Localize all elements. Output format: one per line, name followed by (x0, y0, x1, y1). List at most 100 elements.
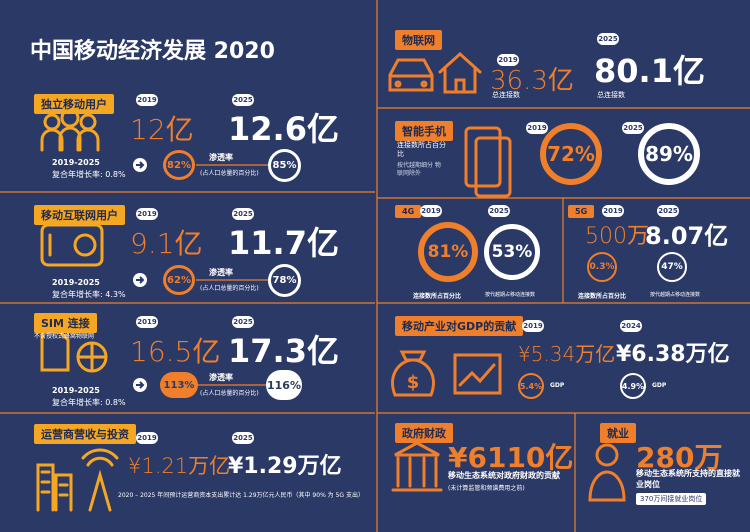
value-2025: ¥1.29万亿 (228, 454, 342, 479)
decoration (79, 113, 97, 131)
year: 2024 (620, 320, 642, 332)
decoration (595, 443, 619, 467)
year: 2019 (602, 205, 624, 217)
year: 2019 (497, 54, 519, 66)
growth-years: 2019-2025 (52, 158, 100, 167)
jobs-value: 280万 (636, 441, 723, 474)
caption: 连接数所占百分比 (413, 293, 462, 300)
decoration (391, 350, 435, 397)
pct-2024: 4.9% (620, 373, 646, 399)
panel-label: 就业 (600, 423, 636, 443)
panel-sublabel: 不含授权式蜂窝物联网 (34, 333, 95, 340)
year: 2025 (232, 208, 254, 220)
value-2019: 36.3亿 (490, 66, 574, 96)
decoration (40, 126, 100, 152)
decoration (136, 161, 145, 389)
caption: 连接数所占百分比 (578, 293, 627, 300)
decoration (388, 58, 434, 92)
year: 2019 (136, 208, 158, 220)
pct-2019: 82% (163, 150, 195, 180)
year: 2025 (622, 122, 644, 134)
dollar-icon: $ (407, 372, 420, 393)
panel-label: 政府财政 (395, 423, 453, 443)
growth-rate: 复合年增长率: 0.8% (52, 398, 126, 407)
year: 2019 (420, 205, 442, 217)
value-2019: 12亿 (130, 113, 194, 146)
year: 2019 (136, 94, 158, 106)
pct-label: 渗透率 (209, 153, 233, 162)
decoration (420, 80, 428, 88)
decoration (136, 161, 145, 389)
decoration (458, 363, 496, 387)
page-title: 中国移动经济发展 2020 (30, 39, 275, 64)
panel-label: 移动产业对GDP的贡献 (395, 316, 524, 336)
value-2025: 17.3亿 (228, 332, 339, 370)
value-2019: 9.1亿 (130, 227, 203, 260)
pct-2019: 62% (163, 265, 195, 295)
pct-note: (占人口总量的百分比) (200, 285, 259, 292)
panel-label: 5G (568, 205, 595, 218)
panel-label: 运营商营收与投资 (34, 424, 136, 444)
year: 2019 (136, 432, 158, 444)
panel-label: SIM 连接 (34, 313, 97, 333)
caption: 按代越期占移动连接数 (650, 292, 701, 298)
pct-caption: GDP (652, 382, 667, 389)
growth-years: 2019-2025 (52, 278, 100, 287)
jobs-caption: 移动生态系统所支持的直接就业岗位 (636, 469, 740, 489)
value-2019: ¥5.34万亿 (518, 342, 616, 366)
year: 2025 (232, 316, 254, 328)
decoration (474, 136, 512, 198)
growth-years: 2019-2025 (52, 386, 100, 395)
value-caption: 总连接数 (597, 91, 625, 99)
pct-2019: 5.4% (518, 373, 544, 399)
decoration (36, 108, 119, 512)
decoration (40, 330, 70, 372)
decoration (453, 353, 502, 395)
pct-2025: 89% (638, 123, 700, 185)
decoration (464, 126, 502, 188)
year: 2025 (232, 94, 254, 106)
year: 2025 (657, 205, 679, 217)
tax-note: (未计算监管和频谱费用之前) (448, 485, 525, 492)
jobs-indirect: 370万间接就业岗位 (636, 493, 707, 505)
pct-label: 渗透率 (209, 268, 233, 277)
decoration (588, 470, 626, 502)
panel-label: 独立移动用户 (34, 94, 114, 114)
value-2019: 500万 (585, 224, 649, 249)
tax-caption: 移动生态系统对政府财政的贡献 (448, 471, 560, 480)
value-2025: 12.6亿 (228, 110, 339, 148)
value-2019: 16.5亿 (130, 335, 221, 368)
panel-label: 移动互联网用户 (34, 205, 125, 225)
tax-value: ¥6110亿 (448, 441, 574, 474)
growth-rate: 复合年增长率: 0.8% (52, 170, 126, 179)
value-2025: 8.07亿 (645, 222, 729, 250)
value-2019: ¥1.21万亿 (128, 454, 231, 478)
panel-label: 智能手机 (395, 121, 453, 141)
year: 2025 (488, 205, 510, 217)
pct-2019: 0.3% (587, 252, 617, 282)
year: 2025 (232, 432, 254, 444)
pct-2019: 113% (160, 372, 198, 398)
caption-note: 按代越期细分 物联网除外 (397, 162, 441, 177)
year: 2019 (522, 320, 544, 332)
pct-caption: GDP (550, 382, 565, 389)
decoration (438, 51, 482, 94)
note: 2020 – 2025 年间预计运营商资本支出累计达 1.29万亿元人民币（其中… (118, 492, 364, 499)
year: 2025 (597, 33, 619, 45)
value-2024: ¥6.38万亿 (616, 342, 730, 367)
decoration (388, 51, 626, 502)
pct-note: (占人口总量的百分比) (200, 390, 259, 397)
value-2025: 80.1亿 (594, 52, 705, 90)
pct-2025: 85% (268, 149, 301, 182)
pct-2025: 116% (266, 370, 302, 400)
pct-2025: 47% (657, 252, 687, 282)
decoration (43, 113, 61, 131)
decoration (40, 223, 104, 267)
pct-2019: 72% (540, 123, 602, 185)
growth-rate: 复合年增长率: 4.3% (52, 290, 126, 299)
caption: 连接数所占百分比 (397, 141, 446, 158)
decoration (36, 463, 73, 512)
decoration (73, 233, 97, 257)
